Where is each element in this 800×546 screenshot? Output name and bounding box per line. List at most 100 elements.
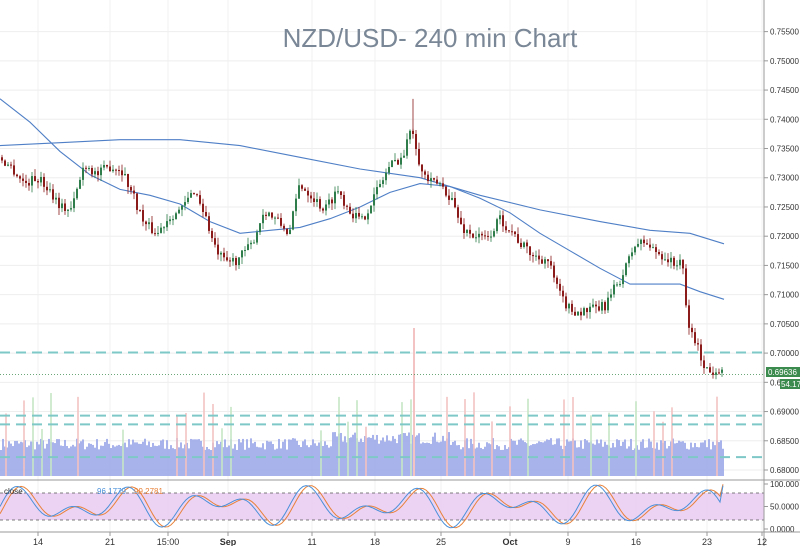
candle-body (646, 243, 648, 245)
candle-body (322, 208, 324, 211)
volume-bar (324, 441, 326, 476)
candle-body (184, 202, 186, 206)
oscillator-tick-label: 100.000 (770, 480, 799, 489)
candle-body (220, 252, 222, 255)
volume-bar (160, 440, 162, 476)
candle-body (361, 216, 363, 218)
candle-body (352, 213, 354, 219)
candle-body (619, 284, 621, 286)
candle-body (580, 311, 582, 316)
time-tick-label: 14 (33, 537, 43, 546)
volume-bar (438, 442, 440, 476)
candlesticks (1, 98, 723, 380)
candle-body (127, 174, 129, 187)
volume-bar (588, 442, 590, 476)
price-tick-label: 0.73000 (770, 174, 799, 183)
volume-bar (232, 448, 234, 476)
candle-body (589, 306, 591, 313)
candle-body (301, 185, 303, 189)
volume-bar (332, 432, 334, 476)
candle-body (103, 165, 105, 168)
volume-spike (572, 397, 574, 476)
candle-body (718, 372, 720, 374)
volume-bar (408, 432, 410, 476)
price-tick-label: 0.72000 (770, 232, 799, 241)
volume-bar (276, 448, 278, 476)
volume-bar (326, 444, 328, 476)
volume-bar (36, 441, 38, 476)
volume-bar (234, 444, 236, 476)
volume-bar (700, 442, 702, 476)
volume-bar (206, 447, 208, 476)
volume-bar (698, 447, 700, 476)
candle-body (685, 268, 687, 306)
candle-body (337, 191, 339, 193)
candle-body (385, 172, 387, 181)
volume-bar (362, 442, 364, 476)
candle-body (415, 133, 417, 149)
volume-bar (454, 440, 456, 476)
candle-body (400, 157, 402, 165)
price-tick-label: 0.74000 (770, 115, 799, 124)
volume-bar (80, 441, 82, 476)
volume-badge-label: 54.17 (781, 380, 800, 389)
volume-bar (354, 432, 356, 476)
candle-body (508, 230, 510, 232)
volume-bar (110, 448, 112, 476)
candle-body (112, 169, 114, 172)
candle-body (268, 212, 270, 216)
candle-body (688, 305, 690, 328)
candle-body (259, 223, 261, 233)
candle-body (61, 203, 63, 209)
volume-bar (556, 438, 558, 476)
candle-body (31, 176, 33, 186)
candle-body (43, 176, 45, 187)
candle-body (292, 211, 294, 230)
volume-bar (62, 445, 64, 476)
candle-body (640, 239, 642, 244)
volume-bar (112, 445, 114, 476)
candle-body (463, 224, 465, 233)
candle-body (421, 164, 423, 172)
volume-bar (702, 442, 704, 476)
candle-body (454, 198, 456, 208)
volume-bar (142, 441, 144, 476)
candle-body (553, 265, 555, 278)
volume-spike (401, 402, 403, 476)
volume-bar (300, 447, 302, 476)
candle-body (331, 199, 333, 204)
candle-body (73, 198, 75, 209)
candle-body (145, 221, 147, 225)
candle-body (163, 227, 165, 229)
volume-badge: 54.17 (780, 379, 800, 389)
volume-bar (542, 442, 544, 476)
candle-body (115, 169, 117, 171)
volume-bar (512, 440, 514, 476)
candle-body (559, 283, 561, 291)
volume-bar (188, 448, 190, 476)
volume-bar (210, 449, 212, 476)
current-price-badge-bg (766, 367, 800, 377)
volume-bar (150, 446, 152, 476)
volume-bar (228, 445, 230, 476)
volume-bar (148, 441, 150, 476)
candle-body (697, 343, 699, 345)
volume-spike (671, 407, 673, 476)
candle-body (70, 208, 72, 210)
candle-body (520, 242, 522, 248)
volume-bar (308, 447, 310, 476)
price-tick-label: 0.74500 (770, 86, 799, 95)
volume-spike (347, 421, 349, 476)
candle-body (700, 344, 702, 361)
candle-body (703, 360, 705, 369)
volume-bar (658, 449, 660, 476)
candle-body (634, 246, 636, 253)
volume-bar (88, 443, 90, 476)
candle-body (370, 205, 372, 214)
candle-body (181, 205, 183, 210)
volume-bar (460, 449, 462, 476)
volume-bar (316, 445, 318, 476)
candle-body (442, 183, 444, 187)
candle-body (46, 186, 48, 191)
candle-body (379, 183, 381, 188)
